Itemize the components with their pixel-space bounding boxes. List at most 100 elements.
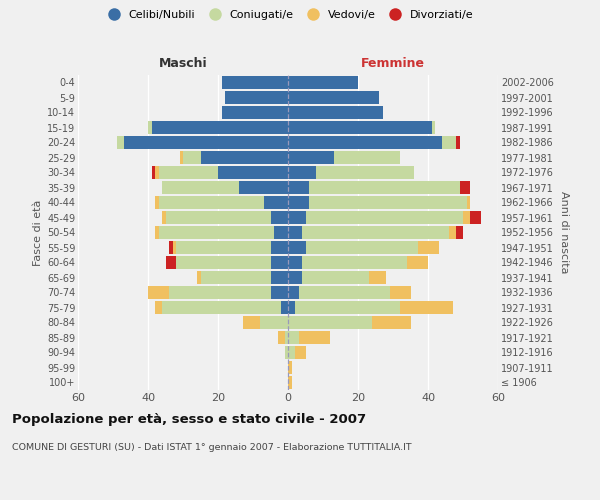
Bar [288, 286, 299, 298]
Bar [288, 256, 302, 268]
Bar [372, 316, 410, 328]
Bar [173, 242, 176, 254]
Bar [449, 226, 456, 238]
Bar [183, 152, 200, 164]
Bar [169, 286, 271, 298]
Bar [302, 272, 368, 283]
Bar [200, 152, 288, 164]
Bar [158, 166, 218, 178]
Bar [162, 302, 281, 314]
Bar [299, 286, 389, 298]
Bar [467, 196, 470, 208]
Bar [288, 302, 295, 314]
Bar [309, 182, 460, 194]
Bar [407, 256, 428, 268]
Bar [288, 316, 372, 328]
Bar [463, 212, 470, 224]
Text: Popolazione per età, sesso e stato civile - 2007: Popolazione per età, sesso e stato civil… [12, 412, 366, 426]
Bar [431, 122, 435, 134]
Bar [288, 92, 379, 104]
Bar [460, 182, 470, 194]
Bar [470, 212, 481, 224]
Bar [151, 166, 155, 178]
Bar [148, 122, 151, 134]
Bar [288, 152, 334, 164]
Bar [158, 196, 263, 208]
Bar [274, 226, 288, 238]
Bar [305, 212, 463, 224]
Bar [176, 242, 271, 254]
Bar [271, 286, 288, 298]
Y-axis label: Fasce di età: Fasce di età [32, 200, 43, 266]
Bar [288, 196, 309, 208]
Y-axis label: Anni di nascita: Anni di nascita [559, 191, 569, 274]
Bar [456, 136, 460, 148]
Text: COMUNE DI GESTURI (SU) - Dati ISTAT 1° gennaio 2007 - Elaborazione TUTTITALIA.IT: COMUNE DI GESTURI (SU) - Dati ISTAT 1° g… [12, 442, 412, 452]
Bar [239, 182, 288, 194]
Bar [288, 226, 302, 238]
Legend: Celibi/Nubili, Coniugati/e, Vedovi/e, Divorziati/e: Celibi/Nubili, Coniugati/e, Vedovi/e, Di… [100, 8, 476, 22]
Bar [271, 256, 288, 268]
Bar [218, 166, 288, 178]
Bar [288, 242, 305, 254]
Bar [200, 272, 271, 283]
Bar [309, 196, 467, 208]
Bar [288, 106, 383, 118]
Bar [242, 316, 260, 328]
Bar [166, 212, 271, 224]
Bar [155, 196, 158, 208]
Bar [418, 242, 439, 254]
Text: Maschi: Maschi [158, 57, 208, 70]
Bar [442, 136, 456, 148]
Bar [155, 226, 158, 238]
Bar [176, 256, 271, 268]
Bar [284, 346, 288, 358]
Bar [302, 226, 449, 238]
Bar [299, 332, 330, 344]
Bar [284, 332, 288, 344]
Bar [389, 286, 410, 298]
Bar [271, 242, 288, 254]
Bar [288, 182, 309, 194]
Bar [288, 76, 358, 88]
Bar [368, 272, 386, 283]
Bar [295, 346, 305, 358]
Bar [288, 136, 442, 148]
Bar [288, 346, 295, 358]
Bar [295, 302, 400, 314]
Bar [155, 302, 162, 314]
Bar [169, 242, 173, 254]
Bar [155, 166, 158, 178]
Bar [456, 226, 463, 238]
Bar [277, 332, 284, 344]
Bar [271, 212, 288, 224]
Bar [316, 166, 414, 178]
Bar [302, 256, 407, 268]
Bar [288, 212, 305, 224]
Bar [148, 286, 169, 298]
Bar [221, 106, 288, 118]
Bar [162, 212, 166, 224]
Bar [179, 152, 183, 164]
Bar [271, 272, 288, 283]
Bar [166, 256, 176, 268]
Bar [197, 272, 200, 283]
Bar [260, 316, 288, 328]
Text: Femmine: Femmine [361, 57, 425, 70]
Bar [288, 362, 292, 374]
Bar [334, 152, 400, 164]
Bar [305, 242, 418, 254]
Bar [221, 76, 288, 88]
Bar [288, 376, 292, 388]
Bar [288, 122, 431, 134]
Bar [151, 122, 288, 134]
Bar [400, 302, 452, 314]
Bar [288, 166, 316, 178]
Bar [263, 196, 288, 208]
Bar [116, 136, 124, 148]
Bar [288, 332, 299, 344]
Bar [162, 182, 239, 194]
Bar [158, 226, 274, 238]
Bar [124, 136, 288, 148]
Bar [288, 272, 302, 283]
